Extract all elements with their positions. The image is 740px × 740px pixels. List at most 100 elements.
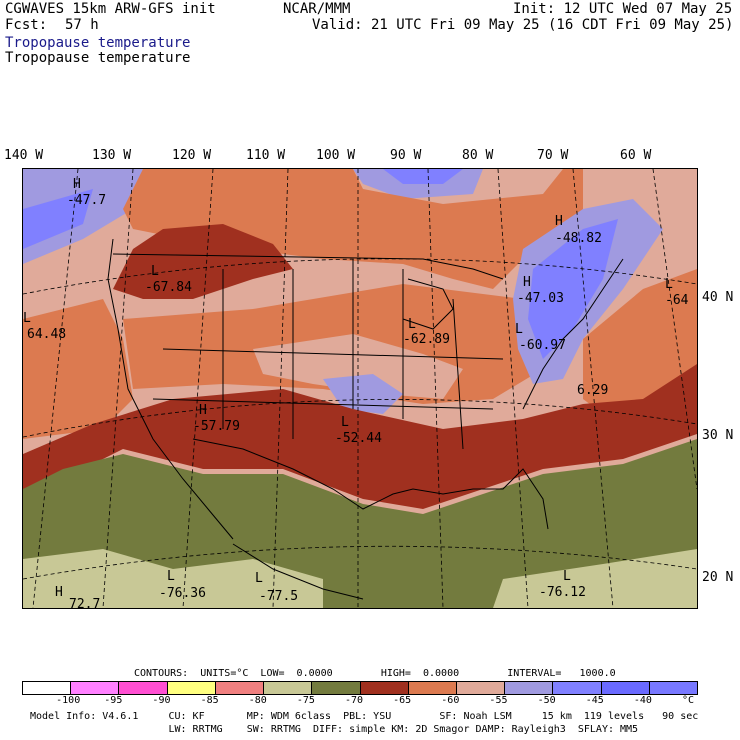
extremum-value-14: -76.12 <box>539 585 586 600</box>
east-coastline <box>522 258 624 410</box>
colorbar-cell <box>215 682 265 694</box>
extremum-value-6: -62.89 <box>403 332 450 347</box>
extremum-value-9: -48.82 <box>555 231 602 246</box>
init-time: Init: 12 UTC Wed 07 May 25 <box>513 1 733 17</box>
colorbar-cell <box>601 682 650 694</box>
model-title: CGWAVES 15km ARW-GFS init <box>5 1 216 17</box>
shade-minus75-sw <box>23 549 323 608</box>
colorbar-label: -70 <box>345 695 364 706</box>
lon-label-60w: 60 W <box>620 148 652 163</box>
shade-minus50-central <box>323 374 403 414</box>
forecast-label: Fcst: <box>5 17 48 33</box>
colorbar-cell <box>119 682 168 694</box>
extremum-type-10: L <box>665 277 673 292</box>
extremum-value-1: -47.7 <box>67 193 107 208</box>
mexico-coast <box>232 543 364 600</box>
colorbar-cell <box>71 682 120 694</box>
west-coastline <box>107 238 234 540</box>
colorbar-cell <box>312 682 361 694</box>
colorbar-label: -60 <box>441 695 460 706</box>
field-title-blue: Tropopause temperature <box>5 35 191 51</box>
colorbar-cell <box>456 682 506 694</box>
contours-info: CONTOURS: UNITS=°C LOW= 0.0000 HIGH= 0.0… <box>134 668 616 679</box>
us-canada-border <box>112 253 504 280</box>
extremum-type-3: L <box>23 311 31 326</box>
extremum-value-5: -52.44 <box>335 431 382 446</box>
lon-label-130w: 130 W <box>92 148 132 163</box>
longitude-line-120w <box>182 169 214 608</box>
longitude-line-130w <box>102 169 134 608</box>
extremum-type-1: H <box>73 177 81 192</box>
extremum-type-6: L <box>408 317 416 332</box>
colorbar-cell <box>649 682 698 694</box>
shade-minus70-south <box>23 439 697 608</box>
great-lakes <box>402 278 454 330</box>
extremum-value-7: -47.03 <box>517 291 564 306</box>
colorbar-label: -50 <box>537 695 556 706</box>
latitude-line-30n <box>23 399 697 438</box>
colorbar-cell <box>505 682 554 694</box>
extremum-value-15: 72.7 <box>69 597 101 609</box>
graticule <box>23 169 697 608</box>
shade-minus60-west <box>23 299 133 439</box>
latitude-line-20n <box>23 545 697 580</box>
extremum-type-5: L <box>341 415 349 430</box>
colorbar-cell <box>408 682 457 694</box>
extremum-value-13: -77.5 <box>259 589 299 604</box>
shade-minus60-north <box>123 169 583 289</box>
lon-label-140w: 140 W <box>4 148 44 163</box>
extremum-value-3: 64.48 <box>27 327 67 342</box>
extremum-type-7: H <box>523 275 531 290</box>
shade-minus45-north <box>383 169 463 184</box>
extremum-value-2: -67.84 <box>145 280 192 295</box>
tropopause-temperature-map <box>23 169 697 608</box>
colorbar-cell <box>167 682 216 694</box>
extremum-type-2: L <box>151 264 159 279</box>
model-info-line-1: Model Info: V4.6.1 CU: KF MP: WDM 6class… <box>30 711 699 722</box>
colorbar-label: -55 <box>489 695 508 706</box>
colorbar <box>22 681 698 695</box>
colorbar-label: -100 <box>56 695 81 706</box>
extremum-value-10: -64 <box>665 293 689 308</box>
map-panel: H -47.7 L -67.84 L 64.48 H -57.79 L -52.… <box>22 168 698 609</box>
extremum-type-8: L <box>515 322 523 337</box>
longitude-line-70w <box>572 169 614 608</box>
colorbar-label: -40 <box>633 695 652 706</box>
colorbar-label: -85 <box>200 695 219 706</box>
extremum-type-12: L <box>167 569 175 584</box>
colorbar-cell <box>360 682 409 694</box>
extremum-type-15: H <box>55 585 63 600</box>
field-title: Tropopause temperature <box>5 50 191 66</box>
extremum-type-9: H <box>555 214 563 229</box>
lon-label-80w: 80 W <box>462 148 494 163</box>
extremum-value-4: -57.79 <box>193 419 240 434</box>
extremum-value-11: 6.29 <box>577 383 609 398</box>
state-lines-horizontal <box>152 348 504 410</box>
forecast-hour: 57 h <box>65 17 99 33</box>
shade-minus65-north <box>113 224 293 299</box>
colorbar-cell <box>553 682 602 694</box>
colorbar-cell <box>264 682 313 694</box>
colorbar-cell <box>23 682 72 694</box>
colorbar-label: -45 <box>585 695 604 706</box>
lon-label-70w: 70 W <box>537 148 569 163</box>
colorbar-label: -75 <box>296 695 315 706</box>
lon-label-100w: 100 W <box>316 148 356 163</box>
shade-minus75-se <box>493 549 697 608</box>
model-info-line-2: LW: RRTMG SW: RRTMG DIFF: simple KM: 2D … <box>30 724 639 735</box>
colorbar-label: °C <box>682 695 695 706</box>
gulf-coastline <box>192 438 549 530</box>
shade-minus45-ne <box>528 219 618 359</box>
org-label: NCAR/MMM <box>283 1 351 17</box>
lat-label-30n: 30 N <box>702 428 734 443</box>
latitude-line-40n <box>23 258 697 295</box>
colorbar-label: -95 <box>104 695 123 706</box>
colorbar-label: -80 <box>248 695 267 706</box>
state-lines <box>222 259 464 450</box>
colorbar-labels: -100 -95 -90 -85 -80 -75 -70 -65 -60 -55 -50 -45 -40… <box>22 695 696 707</box>
longitude-line-140w <box>32 169 79 608</box>
longitude-line-60w <box>652 169 697 490</box>
longitude-line-80w <box>497 169 529 608</box>
lat-label-40n: 40 N <box>702 290 734 305</box>
longitude-line-110w <box>272 169 289 608</box>
